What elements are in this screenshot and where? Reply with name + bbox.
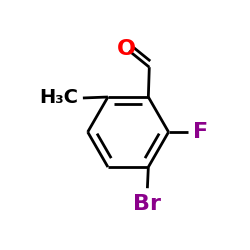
Text: H₃C: H₃C — [39, 88, 78, 108]
Text: F: F — [192, 122, 208, 142]
Text: O: O — [117, 39, 136, 59]
Text: Br: Br — [134, 194, 162, 214]
